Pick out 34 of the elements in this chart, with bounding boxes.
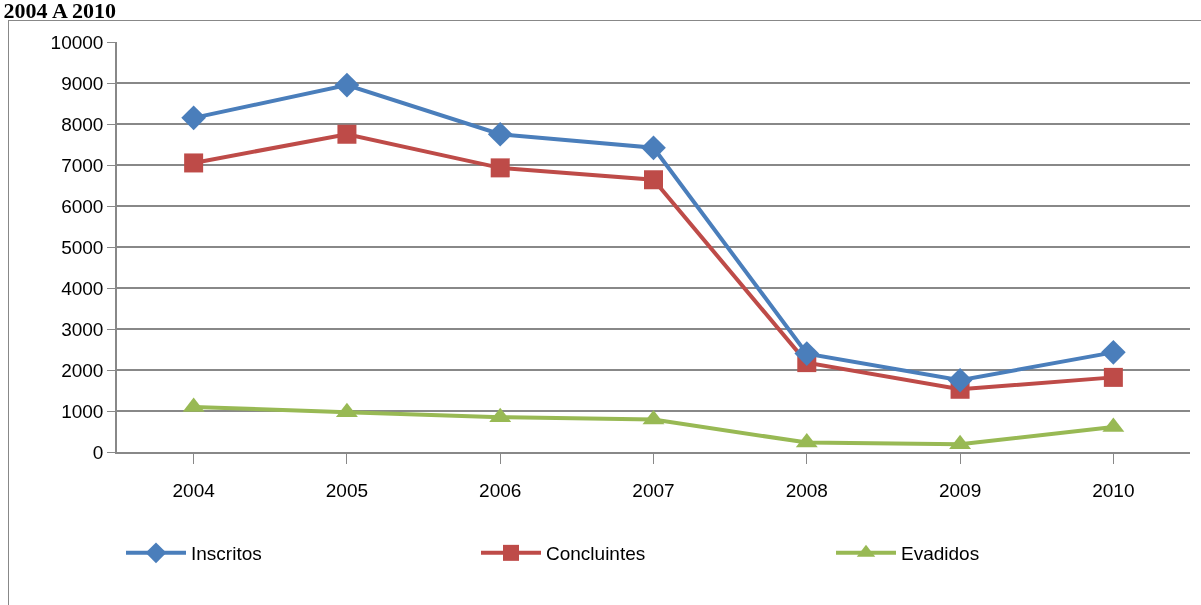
point: [1101, 340, 1126, 365]
x-tick-label: 2004: [172, 479, 216, 501]
y-tick-label: 4000: [61, 277, 104, 299]
x-tick-label: 2009: [938, 479, 982, 501]
y-tick-label: 9000: [61, 72, 104, 94]
point: [181, 105, 206, 131]
y-tick-label: 1000: [61, 400, 104, 422]
y-tick-label: 10000: [50, 31, 104, 53]
y-tick-label: 7000: [61, 154, 104, 176]
x-tick-label: 2005: [325, 479, 369, 501]
point: [184, 153, 204, 173]
y-tick-label: 2000: [61, 359, 104, 381]
point: [334, 72, 360, 98]
x-tick-label: 2006: [479, 479, 522, 501]
y-tick-label: 3000: [61, 318, 104, 340]
point: [487, 121, 513, 147]
y-tick-label: 5000: [61, 236, 104, 258]
point: [337, 124, 357, 144]
point: [794, 341, 820, 366]
x-tick-label: 2010: [1092, 479, 1135, 501]
x-tick-label: 2007: [632, 479, 675, 501]
y-tick-label: 8000: [61, 113, 104, 135]
chart-title: 2004 A 2010: [3, 0, 117, 24]
point: [641, 135, 666, 161]
point: [1103, 367, 1123, 387]
point: [490, 158, 510, 178]
legend-label: Evadidos: [901, 543, 980, 565]
legend-label: Concluintes: [546, 543, 646, 565]
legend-label: Inscritos: [191, 543, 262, 565]
y-tick-label: 6000: [61, 195, 104, 217]
x-tick-label: 2008: [785, 479, 828, 501]
point: [947, 367, 973, 393]
y-tick-label: 0: [92, 441, 104, 463]
point: [644, 170, 663, 190]
